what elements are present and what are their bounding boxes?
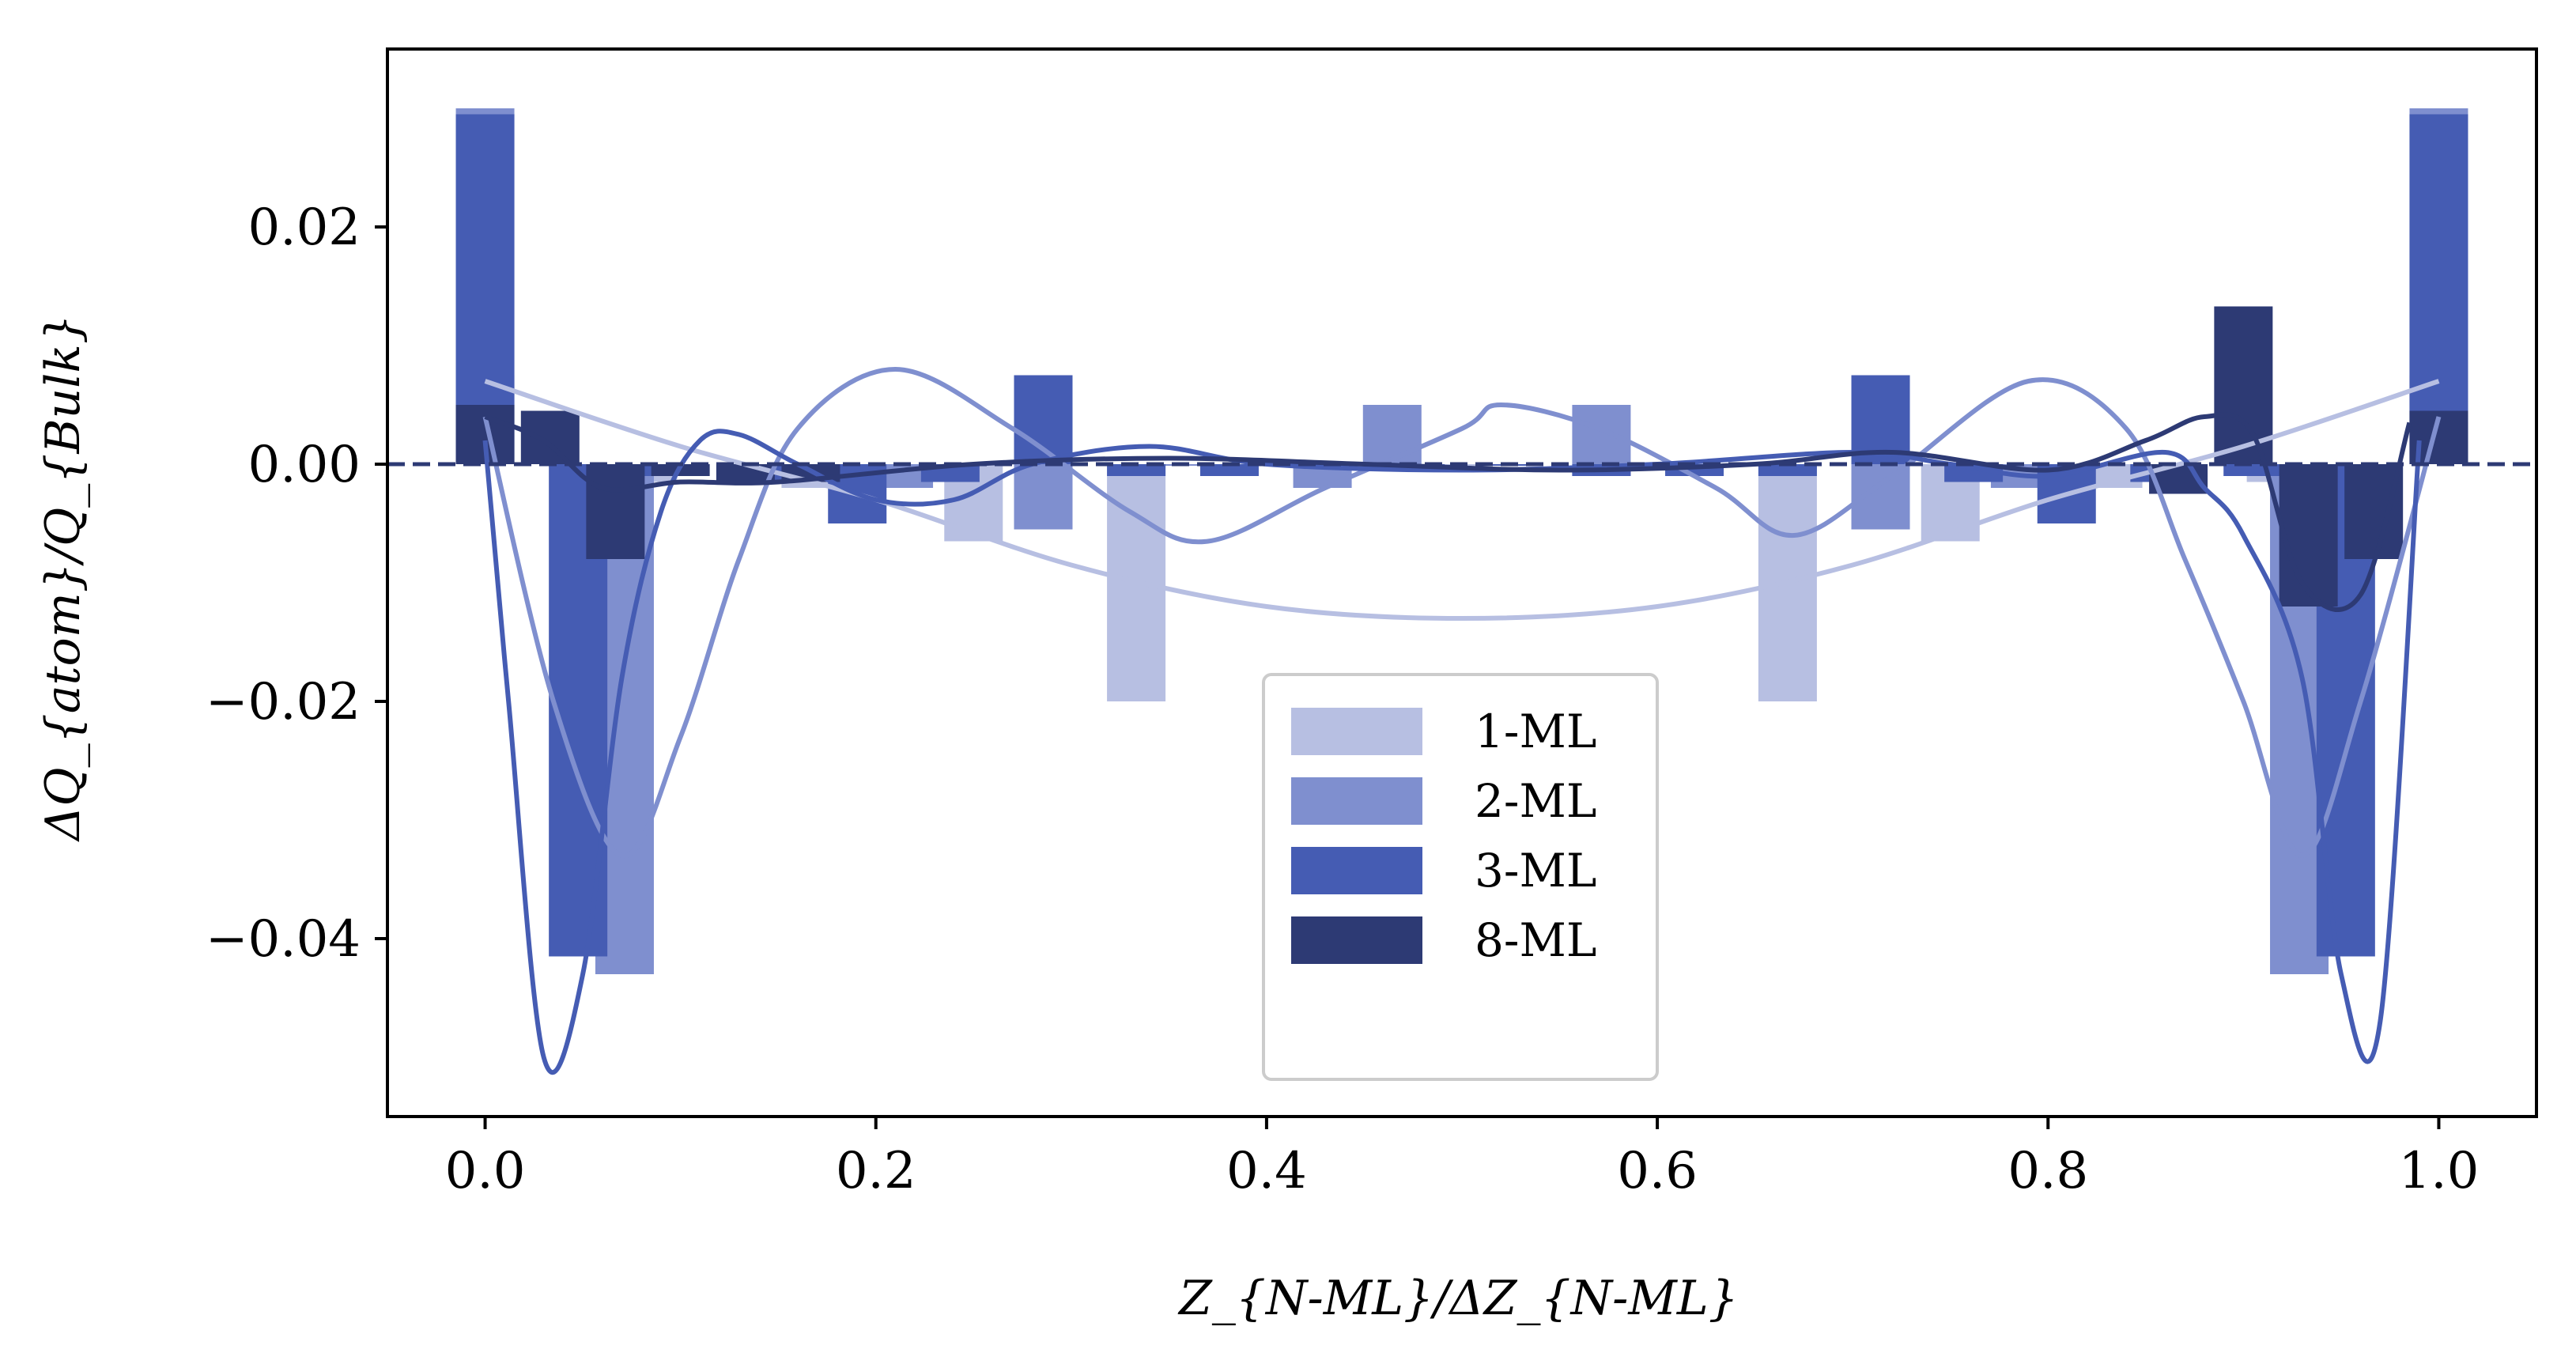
legend-swatch-1-ML bbox=[1291, 708, 1422, 755]
bar-8-ML-2 bbox=[586, 464, 645, 559]
x-tick-label: 0.8 bbox=[2008, 1142, 2088, 1200]
legend-swatch-3-ML bbox=[1291, 847, 1422, 894]
legend-label-2-ML: 2-ML bbox=[1475, 774, 1596, 828]
bar-2-ML-4 bbox=[1014, 464, 1073, 530]
legend-items: 1-ML 2-ML 3-ML 8-ML bbox=[1291, 705, 1596, 967]
x-tick-label: 0.2 bbox=[836, 1142, 916, 1200]
bar-8-ML-8 bbox=[2279, 464, 2338, 607]
y-tick-label: −0.04 bbox=[206, 910, 361, 969]
legend-label-1-ML: 1-ML bbox=[1475, 705, 1596, 758]
y-tick-label: −0.02 bbox=[206, 673, 361, 731]
legend-swatch-2-ML bbox=[1291, 777, 1422, 825]
bar-3-ML-7 bbox=[1107, 464, 1166, 476]
axes-frame bbox=[386, 47, 2538, 1118]
x-axis-ticks: 0.0 0.2 0.4 0.6 0.8 1.0 bbox=[445, 1117, 2480, 1200]
bar-3-ML-14 bbox=[1758, 464, 1817, 476]
bar-8-ML-1 bbox=[520, 410, 580, 464]
x-tick-label: 0.0 bbox=[445, 1142, 526, 1200]
bar-3-ML-8 bbox=[1199, 464, 1259, 476]
y-axis-label: ΔQ_{atom}/Q_{Bulk} bbox=[36, 314, 91, 842]
legend-label-3-ML: 3-ML bbox=[1475, 844, 1596, 898]
x-tick-label: 1.0 bbox=[2399, 1142, 2480, 1200]
bar-8-ML-9 bbox=[2344, 464, 2404, 559]
y-axis-ticks: −0.04 −0.02 0.00 0.02 bbox=[206, 198, 387, 969]
bar-2-ML-9 bbox=[1572, 405, 1631, 464]
x-axis-label: Z_{N-ML}/ΔZ_{N-ML} bbox=[1177, 1271, 1739, 1326]
series-8-ML-bars bbox=[455, 306, 2468, 607]
bar-2-ML-7 bbox=[1362, 405, 1422, 464]
bar-3-ML-15 bbox=[1851, 375, 1910, 464]
series-2-ML-curve bbox=[482, 366, 2442, 859]
y-tick-label: 0.00 bbox=[248, 436, 361, 494]
legend-label-8-ML: 8-ML bbox=[1475, 913, 1596, 967]
x-tick-label: 0.6 bbox=[1617, 1142, 1698, 1200]
legend-swatch-8-ML bbox=[1291, 916, 1422, 964]
legend: 1-ML 2-ML 3-ML 8-ML bbox=[1262, 673, 1659, 1081]
legend-box bbox=[1262, 673, 1659, 1081]
bar-3-ML-21 bbox=[2409, 114, 2468, 464]
x-tick-label: 0.4 bbox=[1226, 1142, 1307, 1200]
y-tick-label: 0.02 bbox=[248, 198, 361, 257]
